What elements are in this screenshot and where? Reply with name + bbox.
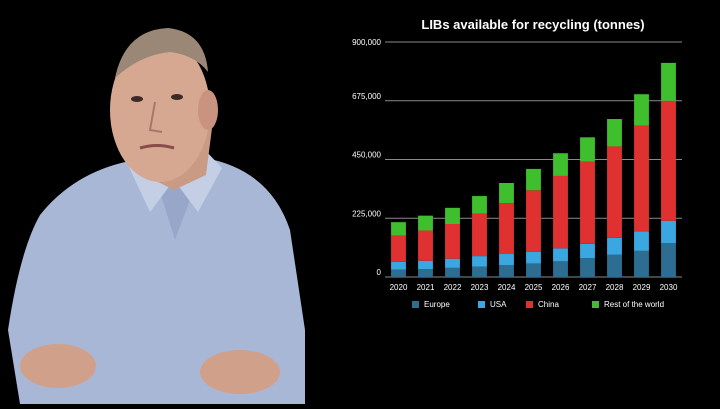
legend-label: Rest of the world [604,300,664,309]
bar-segment-rest-of-the-world [553,153,568,176]
bars [391,62,676,277]
bar-segment-europe [580,258,595,277]
bar-segment-europe [607,254,622,277]
bar-segment-china [553,175,568,249]
legend-label: China [538,300,559,309]
legend-item: China [526,300,559,309]
bar-segment-china [634,125,649,232]
bar-segment-europe [391,269,406,277]
presenter-image [8,28,305,404]
bar-segment-rest-of-the-world [526,168,541,191]
legend-swatch [526,301,533,308]
x-tick-label: 2021 [417,283,435,292]
bar-segment-europe [553,261,568,277]
x-tick-label: 2029 [633,283,651,292]
bar-segment-usa [418,260,433,270]
x-tick-label: 2027 [579,283,597,292]
bar-segment-usa [661,220,676,244]
bar-segment-china [445,223,460,259]
bar-segment-rest-of-the-world [634,94,649,126]
y-tick-label: 225,000 [352,209,381,218]
x-tick-label: 2025 [525,283,543,292]
x-tick-label: 2030 [660,283,678,292]
x-axis-ticks: 2020 2021 2022 2023 2024 2025 2026 2027 2028 2029… [390,283,678,292]
chart-title: LIBs available for recycling (tonnes) [421,17,644,32]
bar-segment-rest-of-the-world [418,215,433,231]
bar-segment-china [526,190,541,252]
bar-segment-rest-of-the-world [445,207,460,224]
bar-segment-rest-of-the-world [580,137,595,162]
bar-segment-europe [418,269,433,277]
x-tick-label: 2026 [552,283,570,292]
bar-segment-usa [526,251,541,264]
legend-label: USA [490,300,507,309]
y-tick-label: 0 [377,268,382,277]
y-tick-label: 450,000 [352,151,381,160]
bar-segment-usa [634,231,649,251]
presenter-right-hand [200,350,280,394]
bar-segment-usa [580,243,595,259]
x-tick-label: 2024 [498,283,516,292]
bar-segment-usa [472,256,487,267]
stacked-bar-chart: LIBs available for recycling (tonnes) 02… [352,17,682,309]
y-tick-label: 675,000 [352,92,381,101]
bar-segment-usa [391,261,406,270]
bar-segment-europe [526,263,541,277]
x-tick-label: 2028 [606,283,624,292]
x-tick-label: 2022 [444,283,462,292]
legend-swatch [592,301,599,308]
bar-segment-china [391,235,406,262]
bar-segment-usa [553,248,568,262]
bar-segment-china [580,161,595,244]
bar-segment-usa [607,237,622,255]
bar-segment-europe [445,267,460,277]
bar-segment-rest-of-the-world [661,62,676,101]
legend: Europe USA China Rest of the world [412,300,664,309]
legend-item: Rest of the world [592,300,664,309]
bar-segment-europe [634,250,649,277]
legend-item: USA [478,300,507,309]
legend-swatch [478,301,485,308]
x-tick-label: 2020 [390,283,408,292]
bar-segment-usa [499,254,514,266]
bar-segment-europe [499,265,514,277]
bar-segment-china [607,146,622,238]
bar-segment-usa [445,258,460,268]
presenter-left-hand [20,344,96,388]
bar-segment-china [472,213,487,257]
presenter-head [110,38,210,182]
bar-segment-europe [472,266,487,277]
bar-segment-china [499,203,514,255]
bar-segment-china [418,230,433,261]
y-axis-ticks: 0 225,000 450,000 675,000 900,000 [352,38,381,277]
bar-segment-rest-of-the-world [472,196,487,214]
x-tick-label: 2023 [471,283,489,292]
bar-segment-china [661,100,676,221]
bar-segment-europe [661,243,676,277]
legend-item: Europe [412,300,450,309]
presenter-shirt [8,158,305,404]
legend-label: Europe [424,300,450,309]
bar-segment-rest-of-the-world [391,222,406,236]
bar-segment-rest-of-the-world [607,119,622,147]
y-tick-label: 900,000 [352,38,381,47]
bar-segment-rest-of-the-world [499,183,514,204]
legend-swatch [412,301,419,308]
